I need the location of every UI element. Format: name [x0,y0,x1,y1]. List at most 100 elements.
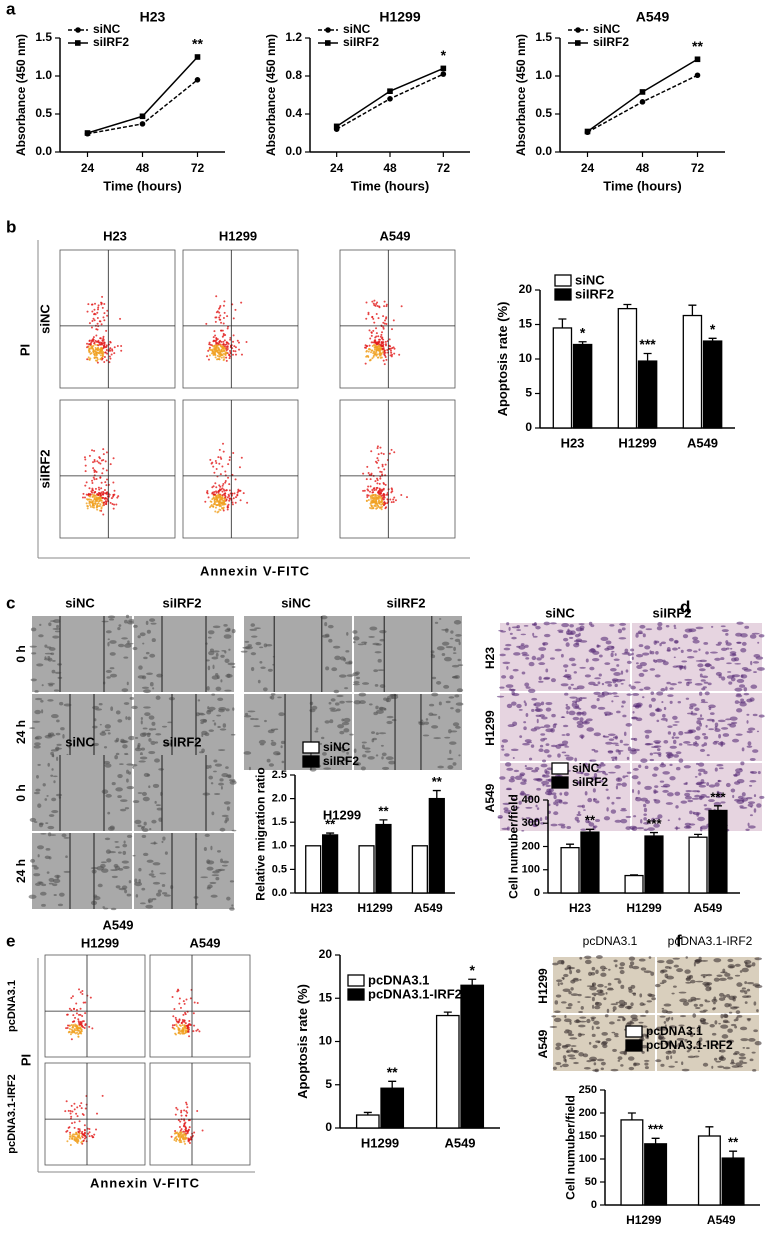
cell [259,661,262,664]
flow-event [218,509,220,511]
cell [746,699,752,703]
cell [612,759,615,761]
cell [131,764,137,766]
cell [149,715,155,719]
cell [639,625,645,629]
flow-event [215,338,217,340]
cell [542,774,545,776]
cell [570,980,575,984]
flow-event [370,359,372,361]
cell [661,786,668,788]
cell [131,706,137,709]
flow-event [73,1008,75,1010]
cell [140,902,146,904]
cell [642,669,648,672]
y-tick-label: 0.5 [35,106,52,120]
flow-event [374,353,376,355]
cell [508,627,510,631]
cell [145,905,153,909]
cell [59,702,63,706]
cell [644,730,652,734]
cell [37,764,40,766]
flow-event [239,466,241,468]
y-tick-label: 250 [579,1084,597,1096]
cell [614,1036,618,1038]
cell [146,672,153,675]
flow-event [240,499,242,501]
flow-event [232,503,234,505]
cell [329,702,332,705]
cell [595,800,599,803]
cell [629,956,635,960]
flow-event [205,323,207,325]
cell [274,728,278,730]
flow-event [115,504,117,506]
cell [575,634,580,638]
flow-event [105,346,107,348]
cell [536,707,539,709]
cell [727,959,733,962]
cell [699,723,702,727]
cell [550,728,555,733]
cell [673,740,676,744]
cell [633,1063,640,1066]
flow-event [232,501,234,503]
cell [752,962,756,966]
cell [555,744,561,749]
flow-event [184,1025,186,1027]
cell [682,1069,690,1072]
flow-event [86,358,88,360]
cell [710,666,714,669]
cell [207,887,211,890]
cell [115,787,123,791]
cell [697,817,705,821]
flow-event [232,354,234,356]
flow-event [406,496,408,498]
cell [592,967,596,971]
cell [639,673,645,677]
flow-event [94,471,96,473]
cell [540,733,545,735]
significance: ** [387,1064,398,1080]
cell [39,624,41,626]
cell [676,665,684,667]
flow-event [216,500,218,502]
cell [553,795,556,799]
flow-event [219,358,221,360]
cell [705,725,707,728]
cell [564,755,569,757]
cell [244,715,251,718]
y-axis-title: Apoptosis rate (%) [495,302,510,417]
cell [638,765,641,768]
cell [578,623,584,625]
y-tick-label: 20 [519,282,533,296]
cell [754,1001,757,1005]
flow-event [102,468,104,470]
cell [34,710,41,714]
cell [731,788,736,792]
cell [386,756,394,760]
flow-event [89,353,91,355]
flow-event [185,1102,187,1104]
cell [452,665,459,668]
cell [541,781,549,785]
cell [575,817,579,821]
cell [52,635,59,638]
flow-event [374,340,376,342]
flow-event [223,501,225,503]
flow-event [114,346,116,348]
cell [211,812,214,816]
cell [121,637,128,639]
cell [650,753,653,756]
cell [536,778,542,782]
cell [359,693,366,697]
cell [432,677,436,679]
cell [129,880,132,883]
flow-event [185,1134,187,1136]
cell [718,742,725,746]
cell [47,683,54,685]
y-tick-label: 1.2 [285,30,302,44]
flow-event [192,1030,194,1032]
column-label: H1299 [219,228,257,243]
cell [693,812,695,814]
